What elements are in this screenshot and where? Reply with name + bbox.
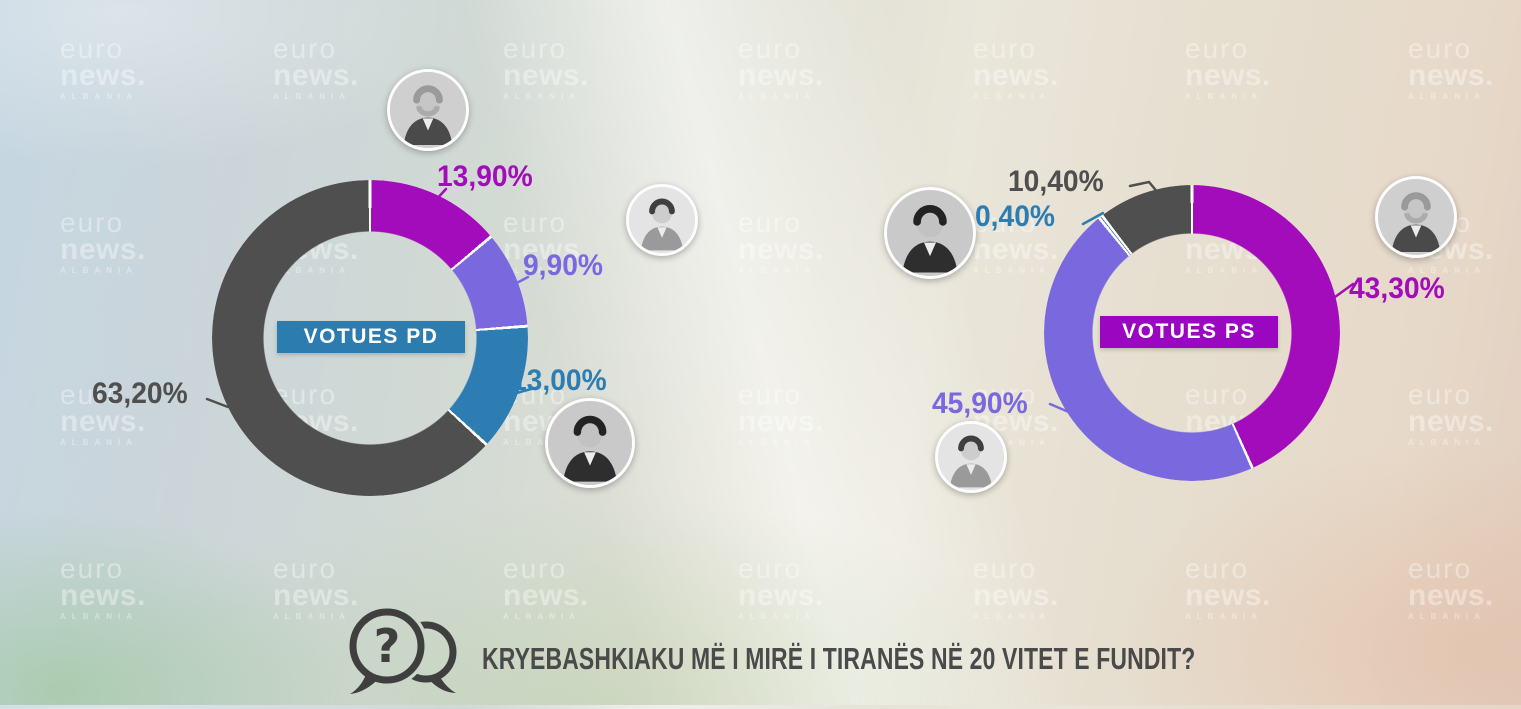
svg-text:?: ? [374,619,401,673]
question-speech-bubbles-icon: ? [340,604,462,709]
segment-percentage-label: 63,20% [92,377,188,410]
avatar-young-man [935,421,1007,493]
chart-title-badge: VOTUES PS [1100,316,1278,348]
avatar-bearded-man [387,69,469,151]
question-text: KRYEBASHKIAKU MË I MIRË I TIRANËS NË 20 … [482,641,1196,676]
avatar-young-man [626,184,698,256]
avatar-dark-haired-man [884,187,976,279]
segment-percentage-label: 10,40% [1008,165,1104,198]
chart-title-badge: VOTUES PD [277,321,465,353]
avatar-dark-haired-man [545,398,635,488]
avatar-bearded-man [1375,176,1457,258]
segment-percentage-label: 13,90% [437,160,533,193]
segment-percentage-label: 13,00% [511,364,607,397]
segment-percentage-label: 0,40% [975,200,1055,233]
segment-percentage-label: 9,90% [523,249,603,282]
segment-percentage-label: 45,90% [932,387,1028,420]
segment-percentage-label: 43,30% [1349,272,1445,305]
